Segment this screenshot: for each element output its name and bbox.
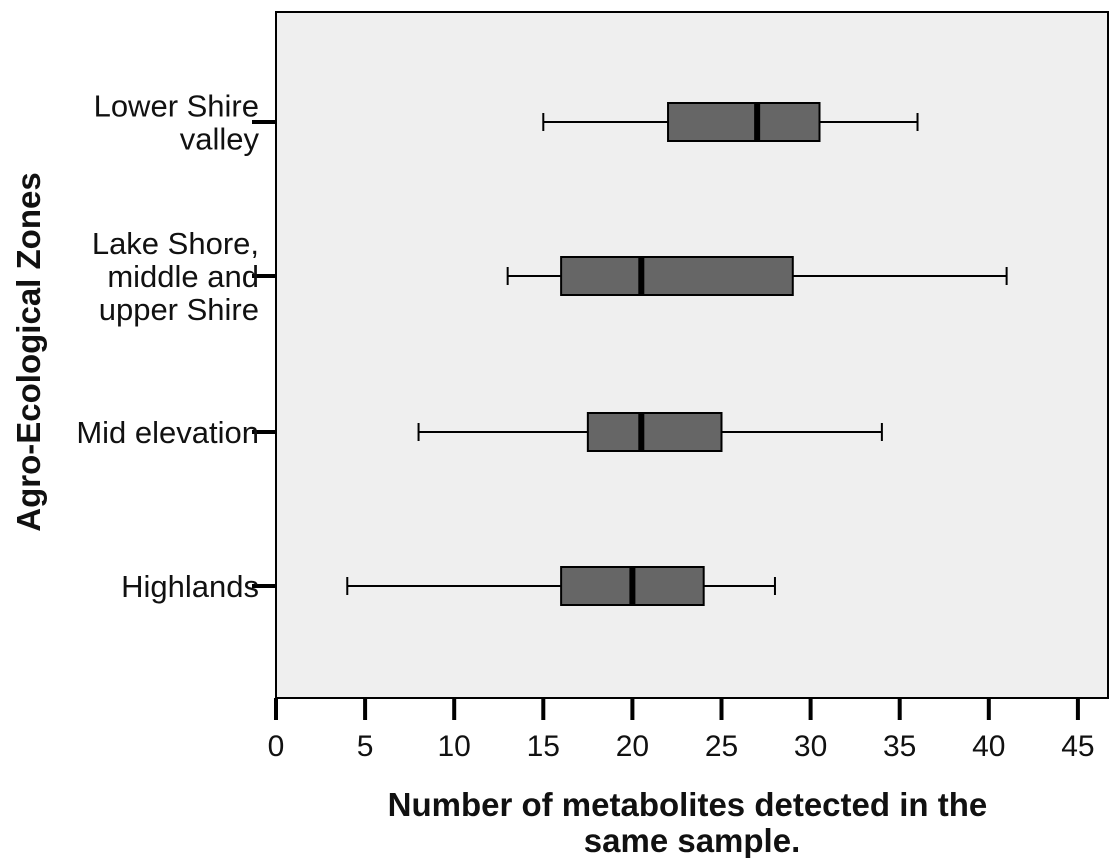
- box-iqr: [586, 412, 723, 452]
- box-group: [346, 102, 1008, 606]
- x-tick-label: 5: [357, 730, 374, 763]
- x-tick-label: 25: [705, 730, 738, 763]
- x-tick-label: 0: [268, 730, 285, 763]
- y-tick-label: Mid elevation: [76, 415, 259, 450]
- x-tick-label: 10: [438, 730, 471, 763]
- box-iqr: [667, 102, 821, 142]
- x-tick-label: 40: [972, 730, 1005, 763]
- y-tick-label: Lower Shire valley: [94, 89, 260, 157]
- y-tick-label: Highlands: [121, 569, 259, 604]
- x-axis-title-line-1: Number of metabolites detected in the: [388, 786, 988, 823]
- y-tick-label: Lake Shore, middle and upper Shire: [92, 226, 259, 327]
- box-iqr: [560, 256, 794, 296]
- y-axis-title: Agro-Ecological Zones: [10, 172, 47, 531]
- x-tick-label: 20: [616, 730, 649, 763]
- x-tick-label: 30: [794, 730, 827, 763]
- x-axis-title: Number of metabolites detected in the sa…: [388, 786, 997, 858]
- x-tick-label: 45: [1061, 730, 1094, 763]
- x-axis: 0 5 10 15 20 25 30 35 40 45: [268, 698, 1095, 763]
- x-tick-label: 15: [527, 730, 560, 763]
- x-tick-label: 35: [883, 730, 916, 763]
- x-axis-title-line-2: same sample.: [584, 822, 800, 858]
- y-axis: Lower Shire valley Lake Shore, middle and up…: [76, 89, 276, 604]
